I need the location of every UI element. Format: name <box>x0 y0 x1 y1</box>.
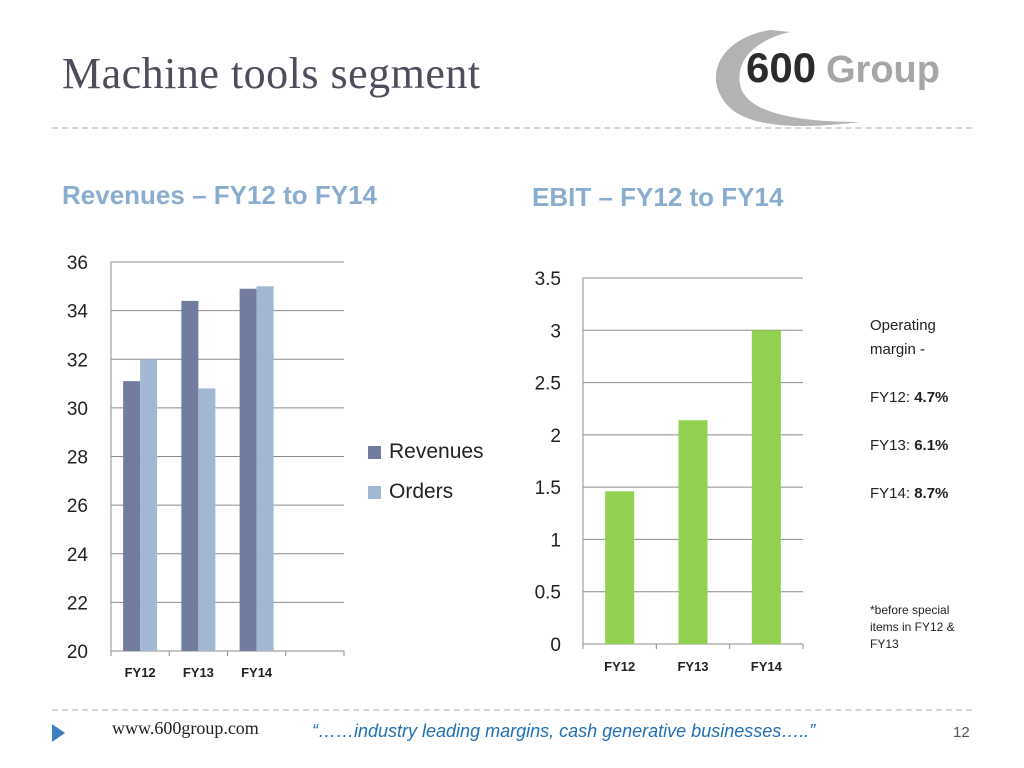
ebit-bar-value-fy14 <box>751 330 781 644</box>
ebit-bar-value-fy13 <box>678 420 708 644</box>
margin-fy12: FY12: 4.7% <box>870 386 990 410</box>
footer-url: www.600group.com <box>112 718 259 738</box>
operating-margin-notes: Operating margin - FY12: 4.7% FY13: 6.1%… <box>870 314 990 653</box>
ebit-chart-title: EBIT – FY12 to FY14 <box>532 182 784 212</box>
ebit-x-tick-label: FY12 <box>604 659 635 674</box>
legend-item-revenues: Revenues <box>368 432 484 472</box>
ebit-y-tick-label: 0 <box>550 635 561 656</box>
revenues-legend: Revenues Orders <box>368 432 484 512</box>
rev-y-tick-label: 36 <box>67 253 88 274</box>
legend-swatch-revenues <box>368 445 381 459</box>
rev-bar-orders-fy13 <box>198 388 216 651</box>
ebit-y-tick-label: 1 <box>550 530 561 551</box>
ebit-y-tick-label: 2 <box>550 426 561 447</box>
rev-y-tick-label: 28 <box>67 448 88 469</box>
ebit-y-tick-label: 3 <box>550 321 561 342</box>
rev-x-tick-label: FY12 <box>125 665 156 680</box>
margin-fy14-label: FY14: <box>870 485 915 502</box>
legend-item-orders: Orders <box>368 472 484 512</box>
margin-fy12-value: 4.7% <box>914 389 949 406</box>
rev-y-tick-label: 34 <box>67 302 89 323</box>
margin-fy12-label: FY12: <box>870 389 915 406</box>
rev-y-tick-label: 24 <box>67 545 89 566</box>
bottom-divider <box>52 709 972 711</box>
footer-quote: “……industry leading margins, cash genera… <box>312 721 816 741</box>
rev-x-tick-label: FY14 <box>241 665 273 680</box>
notes-footnote: *before special items in FY12 & FY13 <box>870 603 955 651</box>
legend-swatch-orders <box>368 485 381 499</box>
rev-y-tick-label: 30 <box>67 399 88 420</box>
top-divider <box>52 127 972 129</box>
rev-y-tick-label: 20 <box>67 642 88 663</box>
page-title: Machine tools segment <box>62 49 481 98</box>
rev-x-tick-label: FY13 <box>183 665 214 680</box>
footer-arrow-icon <box>52 724 65 742</box>
rev-y-tick-label: 22 <box>67 593 88 614</box>
logo-number: 600 <box>746 44 816 91</box>
rev-bar-revenues-fy13 <box>181 300 199 651</box>
ebit-y-tick-label: 2.5 <box>535 374 561 395</box>
legend-label-orders: Orders <box>389 480 454 503</box>
page-number: 12 <box>953 724 970 741</box>
rev-bar-orders-fy12 <box>140 359 158 651</box>
rev-bar-revenues-fy12 <box>123 381 141 651</box>
rev-bar-orders-fy14 <box>256 286 274 651</box>
ebit-y-tick-label: 0.5 <box>535 583 561 604</box>
ebit-x-tick-label: FY13 <box>677 659 708 674</box>
margin-fy13-value: 6.1% <box>914 437 949 454</box>
ebit-y-tick-label: 3.5 <box>535 269 561 290</box>
ebit-x-tick-label: FY14 <box>751 659 783 674</box>
margin-fy14: FY14: 8.7% <box>870 482 990 506</box>
rev-y-tick-label: 32 <box>67 350 88 371</box>
margin-fy14-value: 8.7% <box>914 485 949 502</box>
revenues-chart-title: Revenues – FY12 to FY14 <box>62 180 378 210</box>
legend-label-revenues: Revenues <box>389 440 484 463</box>
margin-fy13-label: FY13: <box>870 437 915 454</box>
company-logo: 600 Group <box>715 30 940 127</box>
rev-bar-revenues-fy14 <box>239 288 257 651</box>
rev-y-tick-label: 26 <box>67 496 88 517</box>
margin-fy13: FY13: 6.1% <box>870 434 990 458</box>
logo-word: Group <box>826 49 940 91</box>
ebit-y-tick-label: 1.5 <box>535 478 561 499</box>
notes-heading-line1: Operating <box>870 317 936 334</box>
notes-heading-line2: margin - <box>870 341 926 358</box>
ebit-bar-value-fy12 <box>605 491 635 644</box>
